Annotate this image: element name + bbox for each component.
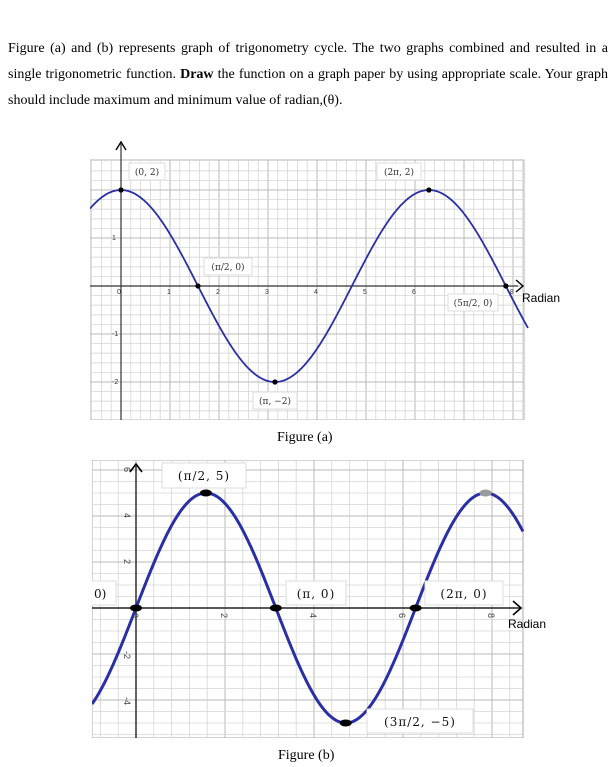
point-label: (0, 2) <box>128 162 166 181</box>
x-tick-label: 8 <box>510 289 514 296</box>
x-tick-label: 4 <box>308 613 318 618</box>
point-label: (2π, 0) <box>424 580 504 606</box>
data-point <box>339 719 352 727</box>
data-point <box>269 604 282 612</box>
point-label-text: (π/2, 5) <box>178 469 230 483</box>
figure-b-graph: 0 2 4 6 8 6 4 2 -2 -4 (π/2, 5) (π, 0) (3π/2, −5) (2π,… <box>92 460 546 738</box>
y-tick-label: -4 <box>122 697 132 705</box>
figure-a-graph: 0 1 2 3 4 5 6 8 1 -1 -2 (0, 2) (π/2, 0) (π, −2) (2π, 2… <box>90 140 560 420</box>
y-tick-label: -1 <box>112 331 118 338</box>
figure-a-grid <box>90 159 525 420</box>
data-point <box>130 604 142 612</box>
point-label-text: (π/2, 0) <box>211 262 244 273</box>
y-tick-label: 4 <box>122 513 132 518</box>
x-tick-label: 3 <box>265 289 269 296</box>
question-part2: the function on a graph paper by using a… <box>8 67 609 108</box>
figure-b-caption: Figure (b) <box>278 748 335 763</box>
point-label-text: (2π, 0) <box>440 587 487 601</box>
point-label-text: (3π/2, −5) <box>384 715 456 729</box>
y-tick-label: 1 <box>112 235 116 242</box>
data-point <box>479 489 492 497</box>
point-label: (π, 0) <box>285 580 347 606</box>
y-tick-label: -2 <box>112 379 118 386</box>
series-curve <box>92 491 525 725</box>
data-point <box>409 604 422 612</box>
y-tick-label: 6 <box>122 467 132 472</box>
figure-a-caption: Figure (a) <box>277 430 333 445</box>
point-label: (5π/2, 0) <box>447 293 499 312</box>
point-label: (2π, 2) <box>376 162 422 181</box>
edge-label-text: 0) <box>94 587 106 601</box>
data-point <box>272 379 278 385</box>
x-tick-label: 5 <box>363 289 367 296</box>
x-tick-label: 8 <box>486 613 496 618</box>
point-label: (π/2, 0) <box>203 257 253 276</box>
y-tick-label: 2 <box>122 559 132 564</box>
x-axis-arrow <box>512 600 523 616</box>
x-axis-label: Radian <box>508 617 546 631</box>
point-label: (π, −2) <box>252 391 298 410</box>
x-tick-label: 2 <box>219 613 229 618</box>
x-tick-label: 2 <box>216 289 220 296</box>
x-tick-label: 6 <box>412 289 416 296</box>
question-emphasis: Draw <box>180 67 214 82</box>
y-axis-arrow <box>129 462 143 473</box>
point-label-text: (2π, 2) <box>384 167 414 178</box>
x-tick-label: 1 <box>167 289 171 296</box>
data-point <box>426 187 432 193</box>
data-point <box>195 283 201 289</box>
y-axis-arrow <box>115 140 127 151</box>
data-point <box>503 283 509 289</box>
x-axis-label: Radian <box>522 291 560 305</box>
x-axis-arrow <box>515 279 525 293</box>
x-tick-label: 0 <box>117 289 121 296</box>
data-point <box>118 187 124 193</box>
point-label-text: (0, 2) <box>135 167 159 178</box>
point-label: (π/2, 5) <box>161 462 247 489</box>
series-curve <box>90 189 529 383</box>
point-label-text: (5π/2, 0) <box>454 298 493 309</box>
edge-label: 0) <box>92 580 117 606</box>
question-text: Figure (a) and (b) represents graph of t… <box>8 36 608 114</box>
point-label: (3π/2, −5) <box>366 708 474 734</box>
data-point <box>199 489 212 497</box>
point-label-text: (π, 0) <box>297 587 336 601</box>
y-tick-label: -2 <box>122 651 132 659</box>
x-tick-label: 4 <box>314 289 318 296</box>
point-label-text: (π, −2) <box>259 396 291 407</box>
x-tick-label: 0 <box>130 613 140 618</box>
x-tick-label: 6 <box>397 613 407 618</box>
question-part1: Figure (a) and (b) represents graph of t… <box>8 41 608 82</box>
